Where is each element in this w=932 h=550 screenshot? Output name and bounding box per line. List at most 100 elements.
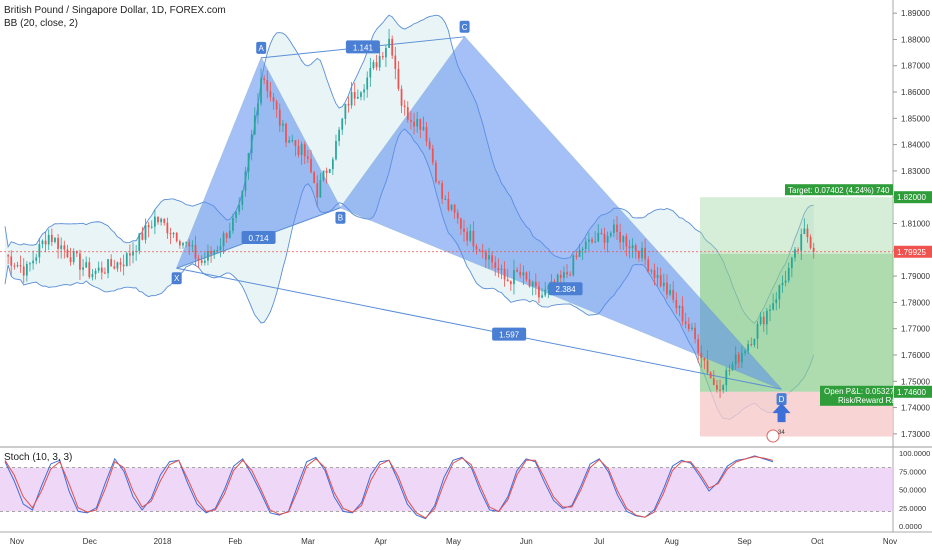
candle-body (803, 228, 806, 235)
point-bg (776, 393, 787, 406)
candle (285, 122, 287, 148)
candle (538, 281, 540, 304)
candle (338, 127, 340, 147)
candle (360, 91, 362, 101)
candle-body (241, 190, 244, 205)
candle-body (266, 80, 269, 92)
candle-body (122, 264, 125, 267)
candle-body (331, 159, 334, 170)
price-tick-label: 1.81000 (901, 220, 930, 229)
candle (257, 93, 259, 124)
pnl-price-tag-text: 1.74600 (897, 388, 926, 397)
candle-body (781, 282, 784, 286)
candle (104, 267, 106, 275)
candle (188, 239, 191, 256)
candle-body (285, 123, 287, 143)
candle (438, 180, 440, 185)
candle (628, 239, 631, 259)
candle-body (29, 263, 31, 265)
candle-body (681, 306, 684, 322)
candle (303, 141, 306, 165)
candle (100, 261, 103, 280)
candle (509, 280, 512, 291)
candle-body (609, 232, 612, 237)
candle-body (138, 233, 141, 252)
candle-body (275, 101, 278, 110)
point-bg (335, 211, 346, 224)
candle-body (522, 272, 525, 276)
candle-body (709, 372, 712, 379)
candle-body (534, 281, 537, 287)
candle (741, 345, 743, 369)
candle (747, 340, 750, 354)
candle-body (163, 218, 166, 223)
candle-body (478, 249, 481, 251)
candle-body (54, 237, 56, 242)
candle-body (319, 179, 322, 198)
candle (41, 239, 44, 249)
candle (547, 284, 550, 299)
pattern-point-x: X (171, 272, 182, 285)
candle-body (528, 279, 531, 287)
candle (737, 351, 740, 369)
price-tick-label: 1.74000 (901, 404, 930, 413)
candle (653, 263, 656, 286)
candle (172, 231, 175, 238)
candle (397, 60, 400, 92)
candle (600, 228, 603, 236)
candle (369, 57, 372, 87)
candle-body (650, 270, 653, 272)
candle (513, 259, 515, 295)
candle (82, 258, 84, 277)
candle (756, 321, 759, 349)
candle (706, 350, 709, 375)
candle (422, 116, 425, 131)
candle-body (647, 259, 650, 272)
candle-body (119, 262, 122, 265)
candle-body (306, 156, 309, 159)
candle (497, 258, 500, 278)
candle-body (784, 280, 787, 283)
candle-body (47, 234, 50, 245)
candle (694, 322, 696, 344)
candle (472, 221, 475, 252)
candle (453, 203, 456, 219)
candle (500, 264, 503, 280)
pattern-triangle-bcd (339, 36, 782, 390)
candle-body (63, 245, 66, 250)
price-tick-label: 1.77000 (901, 325, 930, 334)
candle-body (531, 281, 534, 287)
candle-body (125, 253, 128, 267)
candle (578, 243, 581, 257)
candle (297, 139, 300, 158)
candle-body (644, 247, 646, 260)
candle (375, 55, 378, 71)
price-tick-label: 1.86000 (901, 88, 930, 97)
candle-body (484, 251, 487, 260)
candle-body (272, 97, 275, 102)
candle-body (203, 260, 206, 263)
candle-body (263, 78, 266, 81)
stoch-tick-label: 0.0000 (899, 522, 922, 531)
candle (191, 240, 194, 252)
candle (759, 312, 762, 326)
candle-body (719, 389, 721, 391)
candle-body (581, 248, 584, 251)
candle-body (381, 56, 384, 58)
candle (703, 357, 706, 370)
candle (519, 263, 522, 279)
candle-body (753, 338, 756, 346)
candle (203, 252, 206, 266)
candle (210, 246, 212, 263)
candle (659, 267, 662, 288)
candle (182, 241, 184, 249)
candle-body (687, 323, 690, 330)
candle-body (519, 271, 522, 276)
candle (812, 242, 815, 259)
candle (238, 197, 241, 215)
candle-body (344, 103, 347, 119)
candle-body (22, 266, 25, 276)
last-price-tag-text: 1.79925 (897, 248, 926, 257)
candle (781, 275, 784, 293)
